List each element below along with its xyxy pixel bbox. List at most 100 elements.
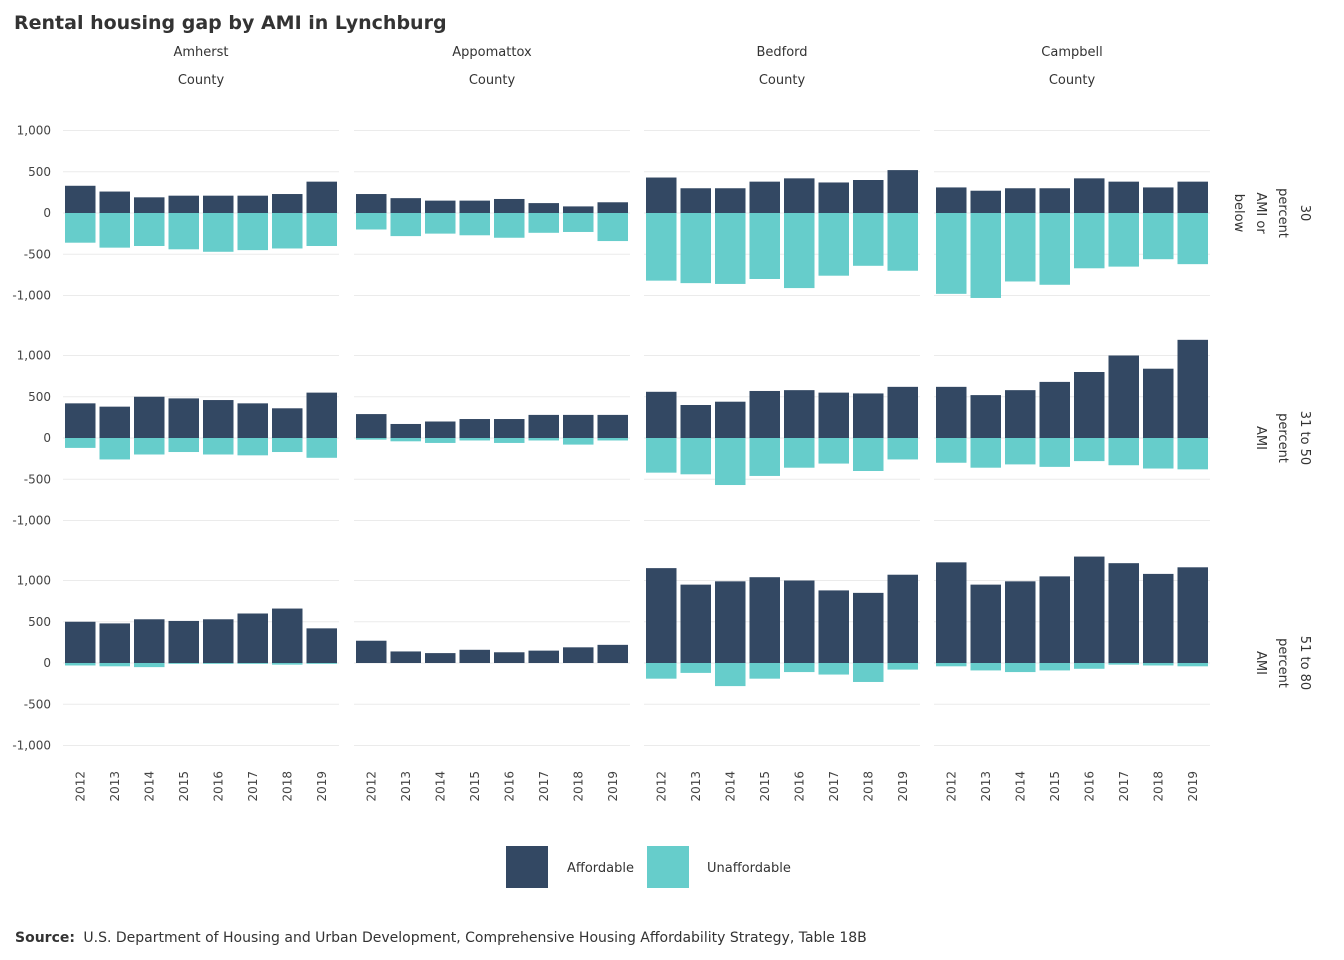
y-tick-label: -1,000 bbox=[12, 739, 51, 753]
x-tick-label: 2013 bbox=[108, 771, 122, 802]
affordable-bar bbox=[936, 386, 967, 438]
x-tick-label: 2012 bbox=[944, 771, 958, 802]
affordable-bar bbox=[168, 398, 199, 438]
unaffordable-bar bbox=[134, 663, 165, 668]
affordable-bar bbox=[99, 191, 130, 213]
affordable-bar bbox=[597, 644, 628, 663]
affordable-bar bbox=[1108, 563, 1139, 663]
unaffordable-bar bbox=[1108, 663, 1139, 665]
affordable-bar bbox=[680, 584, 711, 663]
x-tick-label: 2014 bbox=[723, 771, 737, 802]
affordable-bar bbox=[272, 608, 303, 663]
unaffordable-bar bbox=[936, 438, 967, 463]
affordable-bar bbox=[887, 574, 918, 663]
facet-panels: Amherst County Appomattox County Bedford Coun… bbox=[12, 45, 1312, 802]
affordable-bar bbox=[1074, 556, 1105, 663]
unaffordable-bar bbox=[168, 213, 199, 250]
unaffordable-bar bbox=[970, 663, 1001, 671]
unaffordable-bar bbox=[99, 213, 130, 248]
x-tick-label: 2014 bbox=[433, 771, 447, 802]
affordable-bar bbox=[356, 640, 387, 663]
unaffordable-bar bbox=[936, 213, 967, 294]
x-tick-label: 2015 bbox=[1048, 771, 1062, 802]
legend-label-affordable: Affordable bbox=[567, 861, 634, 876]
affordable-bar bbox=[715, 188, 746, 213]
affordable-bar bbox=[134, 197, 165, 213]
affordable-bar bbox=[168, 620, 199, 663]
unaffordable-bar bbox=[306, 213, 337, 246]
unaffordable-bar bbox=[597, 213, 628, 242]
unaffordable-bar bbox=[749, 663, 780, 679]
unaffordable-bar bbox=[528, 213, 559, 233]
unaffordable-bar bbox=[1039, 213, 1070, 285]
x-tick-label: 2012 bbox=[73, 771, 87, 802]
x-tick-label: 2017 bbox=[1117, 771, 1131, 802]
row-strip-line: AMI or bbox=[1253, 192, 1268, 234]
x-tick-label: 2016 bbox=[792, 771, 806, 802]
column-strip-label: Campbell bbox=[1041, 45, 1102, 60]
y-tick-label: -1,000 bbox=[12, 514, 51, 528]
affordable-bar bbox=[65, 621, 96, 663]
affordable-bar bbox=[887, 386, 918, 438]
affordable-bar bbox=[646, 568, 677, 663]
affordable-bar bbox=[936, 562, 967, 663]
affordable-bar bbox=[749, 390, 780, 438]
row-strip-line: 30 bbox=[1297, 205, 1312, 222]
unaffordable-bar bbox=[563, 213, 594, 232]
affordable-bar bbox=[1143, 573, 1174, 663]
affordable-bar bbox=[168, 195, 199, 213]
unaffordable-bar bbox=[749, 213, 780, 279]
x-tick-label: 2019 bbox=[606, 771, 620, 802]
y-tick-label: -500 bbox=[24, 697, 51, 711]
affordable-bar bbox=[784, 178, 815, 213]
unaffordable-bar bbox=[680, 213, 711, 284]
affordable-bar bbox=[680, 188, 711, 213]
x-tick-label: 2016 bbox=[1082, 771, 1096, 802]
affordable-bar bbox=[1005, 390, 1036, 438]
affordable-bar bbox=[1143, 368, 1174, 438]
affordable-bar bbox=[1177, 181, 1208, 213]
unaffordable-bar bbox=[646, 438, 677, 473]
x-tick-label: 2018 bbox=[280, 771, 294, 802]
affordable-bar bbox=[425, 653, 456, 663]
unaffordable-bar bbox=[818, 663, 849, 675]
affordable-bar bbox=[99, 623, 130, 663]
affordable-bar bbox=[203, 619, 234, 663]
unaffordable-bar bbox=[936, 663, 967, 667]
affordable-bar bbox=[306, 181, 337, 213]
x-tick-label: 2017 bbox=[246, 771, 260, 802]
affordable-bar bbox=[237, 403, 268, 438]
affordable-bar bbox=[1039, 576, 1070, 663]
affordable-bar bbox=[306, 392, 337, 438]
unaffordable-bar bbox=[646, 663, 677, 679]
unaffordable-bar bbox=[99, 663, 130, 667]
source-label: Source: bbox=[15, 930, 75, 946]
row-strip-label: 51 to 80 percent AMI bbox=[1253, 636, 1312, 690]
unaffordable-bar bbox=[168, 438, 199, 453]
x-tick-label: 2019 bbox=[315, 771, 329, 802]
x-tick-label: 2013 bbox=[979, 771, 993, 802]
affordable-bar bbox=[749, 181, 780, 213]
unaffordable-bar bbox=[784, 663, 815, 673]
affordable-bar bbox=[853, 592, 884, 663]
unaffordable-bar bbox=[306, 663, 337, 664]
affordable-bar bbox=[1039, 188, 1070, 213]
affordable-bar bbox=[237, 613, 268, 663]
affordable-bar bbox=[563, 414, 594, 438]
y-tick-label: 500 bbox=[28, 615, 51, 629]
unaffordable-bar bbox=[99, 438, 130, 460]
x-tick-label: 2017 bbox=[827, 771, 841, 802]
unaffordable-bar bbox=[272, 663, 303, 665]
column-strip-label: County bbox=[469, 73, 516, 88]
affordable-bar bbox=[563, 206, 594, 213]
unaffordable-bar bbox=[459, 438, 490, 441]
affordable-bar bbox=[970, 395, 1001, 438]
y-tick-label: 1,000 bbox=[17, 349, 51, 363]
row-strip-line: AMI bbox=[1253, 651, 1268, 675]
unaffordable-bar bbox=[356, 213, 387, 230]
unaffordable-bar bbox=[65, 663, 96, 666]
x-tick-label: 2017 bbox=[537, 771, 551, 802]
unaffordable-bar bbox=[597, 438, 628, 441]
unaffordable-bar bbox=[390, 438, 421, 442]
